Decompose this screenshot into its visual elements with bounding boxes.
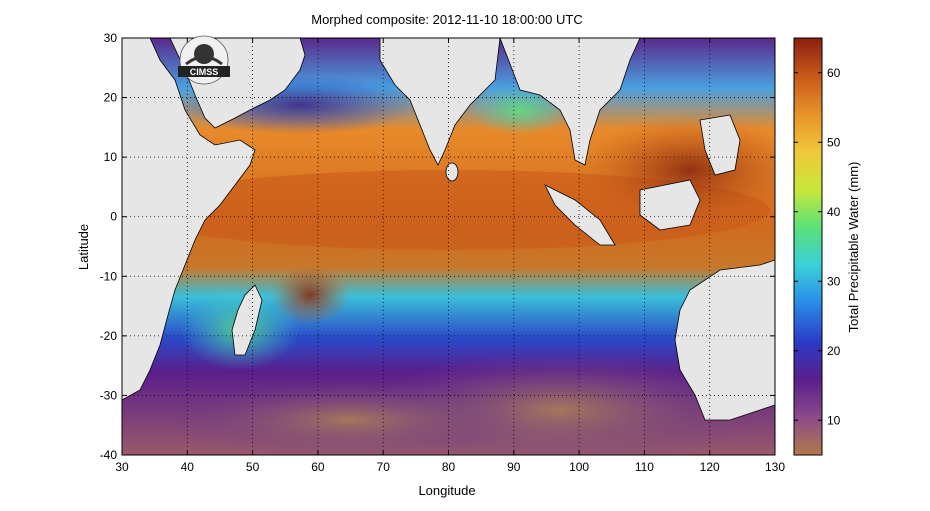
y-tick-label: -20 [100,329,118,343]
y-tick-label: -30 [100,388,118,402]
x-tick-label: 50 [246,460,260,474]
x-tick-label: 70 [377,460,391,474]
colorbar [793,37,823,456]
grid-lines [122,38,775,455]
colorbar-tick-label: 30 [827,274,841,288]
cimss-logo: CIMSS [178,35,230,85]
colorbar-tick-label: 20 [827,344,841,358]
africa-land [122,38,256,401]
y-axis: 30 20 10 0 -10 -20 -30 -40 [100,31,775,462]
x-tick-label: 130 [765,460,785,474]
x-tick-label: 30 [115,460,129,474]
y-axis-label: Latitude [76,224,91,270]
colorbar-tick-label: 60 [827,66,841,80]
colorbar-ticks: 10 20 30 40 50 60 [794,66,841,427]
indochina-land [499,38,641,166]
y-tick-label: 20 [104,91,118,105]
x-tick-label: 60 [311,460,325,474]
srilanka-land [445,162,459,182]
x-tick-label: 40 [181,460,195,474]
colorbar-label: Total Precipitable Water (mm) [846,162,861,333]
australia-land [674,259,775,421]
x-tick-label: 120 [700,460,720,474]
x-axis-label: Longitude [418,483,475,498]
x-tick-label: 90 [507,460,521,474]
x-axis: 30 40 50 60 70 80 90 100 110 120 130 [115,38,785,474]
tpw-field [122,38,775,455]
colorbar-tick-label: 40 [827,205,841,219]
madagascar-land [231,284,263,356]
colorbar-tick-label: 10 [827,413,841,427]
logo-text: CIMSS [190,67,219,77]
x-tick-label: 80 [442,460,456,474]
y-tick-label: 30 [104,31,118,45]
india-land [379,38,501,166]
y-tick-label: 10 [104,150,118,164]
colorbar-tick-label: 50 [827,135,841,149]
land-masses [122,38,775,421]
y-tick-label: 0 [110,210,117,224]
x-tick-label: 110 [635,460,654,474]
y-tick-label: -40 [100,448,118,462]
sumatra-land [544,184,616,246]
x-tick-label: 100 [569,460,589,474]
chart-title: Morphed composite: 2012-11-10 18:00:00 U… [311,12,582,27]
borneo-land [639,179,701,231]
y-tick-label: -10 [100,269,118,283]
